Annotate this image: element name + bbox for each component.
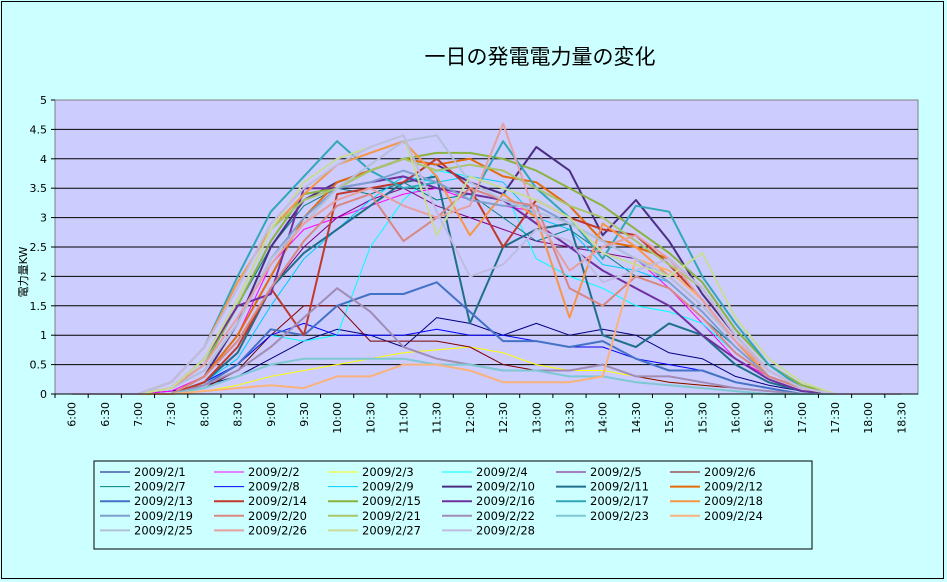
- legend-label: 2009/2/10: [476, 480, 535, 494]
- y-tick-label: 3: [40, 212, 47, 225]
- x-tick-label: 18:30: [895, 402, 908, 434]
- x-tick-label: 7:30: [165, 402, 178, 427]
- legend-label: 2009/2/25: [134, 523, 193, 537]
- x-tick-label: 15:30: [696, 402, 709, 434]
- legend-label: 2009/2/22: [476, 509, 535, 523]
- x-tick-label: 15:00: [663, 402, 676, 434]
- x-tick-label: 10:00: [331, 402, 344, 434]
- legend-label: 2009/2/6: [704, 465, 756, 479]
- x-tick-label: 17:00: [796, 402, 809, 434]
- legend-label: 2009/2/20: [248, 509, 307, 523]
- x-tick-label: 6:30: [99, 402, 112, 427]
- y-tick-label: 3.5: [30, 182, 48, 195]
- x-tick-label: 17:30: [829, 402, 842, 434]
- legend-label: 2009/2/2: [248, 465, 300, 479]
- legend-label: 2009/2/27: [362, 523, 421, 537]
- y-tick-label: 4: [40, 153, 47, 166]
- legend-label: 2009/2/28: [476, 523, 535, 537]
- legend-label: 2009/2/5: [590, 465, 642, 479]
- legend-label: 2009/2/21: [362, 509, 421, 523]
- legend-label: 2009/2/13: [134, 494, 193, 508]
- legend-label: 2009/2/1: [134, 465, 186, 479]
- y-tick-label: 1.5: [30, 300, 48, 313]
- legend-label: 2009/2/14: [248, 494, 307, 508]
- x-tick-label: 8:30: [232, 402, 245, 427]
- x-tick-label: 13:00: [530, 402, 543, 434]
- legend-label: 2009/2/12: [704, 480, 763, 494]
- x-tick-label: 14:30: [630, 402, 643, 434]
- x-tick-label: 18:00: [862, 402, 875, 434]
- legend-label: 2009/2/26: [248, 523, 307, 537]
- y-tick-label: 0: [40, 388, 47, 401]
- chart-title: 一日の発電電力量の変化: [425, 45, 656, 69]
- legend-label: 2009/2/15: [362, 494, 421, 508]
- x-tick-label: 11:00: [398, 402, 411, 434]
- x-tick-label: 6:00: [66, 402, 79, 427]
- y-tick-label: 0.5: [30, 359, 48, 372]
- legend-label: 2009/2/16: [476, 494, 535, 508]
- legend-label: 2009/2/4: [476, 465, 528, 479]
- y-tick-label: 1: [40, 329, 47, 342]
- x-tick-label: 12:00: [464, 402, 477, 434]
- y-axis: 0 0.5 1 1.5 2 2.5 3 3.5 4 4.5 5: [30, 94, 55, 401]
- legend-label: 2009/2/8: [248, 480, 300, 494]
- y-tick-label: 5: [40, 94, 47, 107]
- y-tick-label: 2: [40, 270, 47, 283]
- x-tick-label: 13:30: [563, 402, 576, 434]
- series-line: [71, 134, 902, 395]
- legend-label: 2009/2/19: [134, 509, 193, 523]
- y-tick-label: 2.5: [30, 241, 48, 254]
- legend-label: 2009/2/18: [704, 494, 763, 508]
- series-line: [71, 134, 902, 395]
- x-tick-label: 16:30: [763, 402, 776, 434]
- x-tick-label: 11:30: [431, 402, 444, 434]
- legend-label: 2009/2/24: [704, 509, 763, 523]
- legend-items: 2009/2/1 2009/2/2 2009/2/3 2009/2/4 2009/2/5…: [100, 465, 763, 537]
- legend-label: 2009/2/9: [362, 480, 414, 494]
- legend-label: 2009/2/23: [590, 509, 649, 523]
- x-tick-label: 7:00: [132, 402, 145, 427]
- x-tick-label: 9:00: [265, 402, 278, 427]
- legend-label: 2009/2/3: [362, 465, 414, 479]
- series-layer: [71, 122, 902, 395]
- x-tick-label: 10:30: [364, 402, 377, 434]
- x-tick-label: 12:30: [497, 402, 510, 434]
- x-tick-label: 14:00: [597, 402, 610, 434]
- y-axis-label: 電力量KW: [17, 247, 30, 298]
- legend-label: 2009/2/7: [134, 480, 186, 494]
- x-tick-label: 16:00: [729, 402, 742, 434]
- y-tick-label: 4.5: [30, 123, 48, 136]
- legend-label: 2009/2/11: [590, 480, 649, 494]
- series-line: [71, 187, 902, 395]
- x-axis: 6:00 6:30 7:00 7:30 8:00 8:30 9:00 9:30 10:00 10:…: [54, 393, 918, 434]
- x-tick-label: 9:30: [298, 402, 311, 427]
- legend-label: 2009/2/17: [590, 494, 649, 508]
- x-tick-label: 8:00: [198, 402, 211, 427]
- legend: [93, 460, 813, 550]
